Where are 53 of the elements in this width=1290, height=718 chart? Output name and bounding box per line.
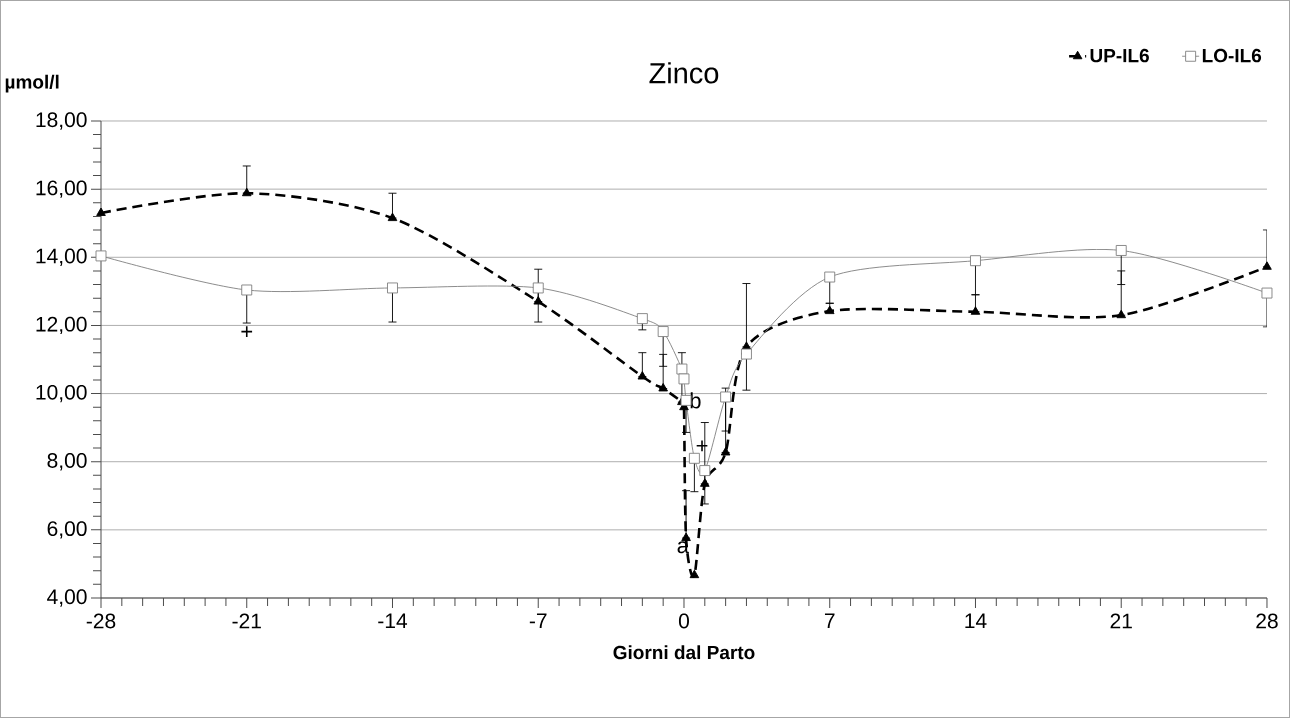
point: [1261, 287, 1273, 299]
point: [1115, 245, 1127, 256]
point: [636, 313, 648, 325]
y-tick-label: 6,00: [47, 521, 87, 539]
point: [824, 271, 836, 283]
x-tick-label: 21: [1110, 613, 1132, 629]
point: [96, 207, 106, 216]
x-tick-label: 0: [678, 613, 689, 629]
point: [970, 255, 981, 267]
y-tick-label: 16,00: [36, 180, 87, 198]
legend-label: UP-IL6: [1090, 48, 1149, 63]
point: [720, 391, 732, 403]
y-tick-label: 8,00: [47, 453, 87, 471]
point: [1262, 261, 1272, 270]
point: [657, 326, 669, 338]
x-tick-label: -28: [86, 613, 116, 629]
point: [658, 383, 668, 392]
point: [688, 452, 700, 464]
point: [241, 187, 252, 197]
point: [533, 296, 544, 305]
x-tick-label: 14: [965, 613, 987, 628]
y-axis-title: µmol/l: [5, 74, 59, 93]
y-tick-label: 10,00: [36, 384, 87, 403]
y-tick-label: 4,00: [47, 589, 87, 607]
y-tick-label: 18,00: [36, 112, 87, 130]
x-axis-title: Giorni dal Parto: [613, 645, 755, 660]
point: [689, 569, 700, 579]
point: [681, 532, 691, 541]
point: [699, 465, 711, 477]
point: [970, 306, 981, 315]
point: [532, 282, 544, 294]
x-tick-label: -14: [378, 613, 408, 628]
annotation: +: [241, 326, 253, 338]
x-tick-label: 28: [1256, 613, 1278, 629]
point: [676, 363, 688, 375]
point: [387, 282, 398, 294]
x-tick-label: 7: [824, 613, 835, 628]
point: [95, 250, 107, 262]
point: [637, 371, 648, 380]
x-tick-label: -7: [529, 613, 547, 628]
y-tick-label: 14,00: [36, 248, 87, 266]
chart-title: Zinco: [649, 62, 719, 84]
point: [678, 373, 690, 385]
point: [741, 348, 752, 360]
point: [241, 284, 253, 296]
point: [1116, 309, 1126, 319]
point: [387, 212, 398, 222]
point: [720, 447, 731, 456]
x-tick-label: -21: [232, 613, 261, 629]
annotation: b: [690, 392, 701, 409]
point: [700, 478, 710, 487]
legend-label: LO-IL6: [1202, 48, 1262, 63]
y-tick-label: 12,00: [36, 316, 87, 335]
